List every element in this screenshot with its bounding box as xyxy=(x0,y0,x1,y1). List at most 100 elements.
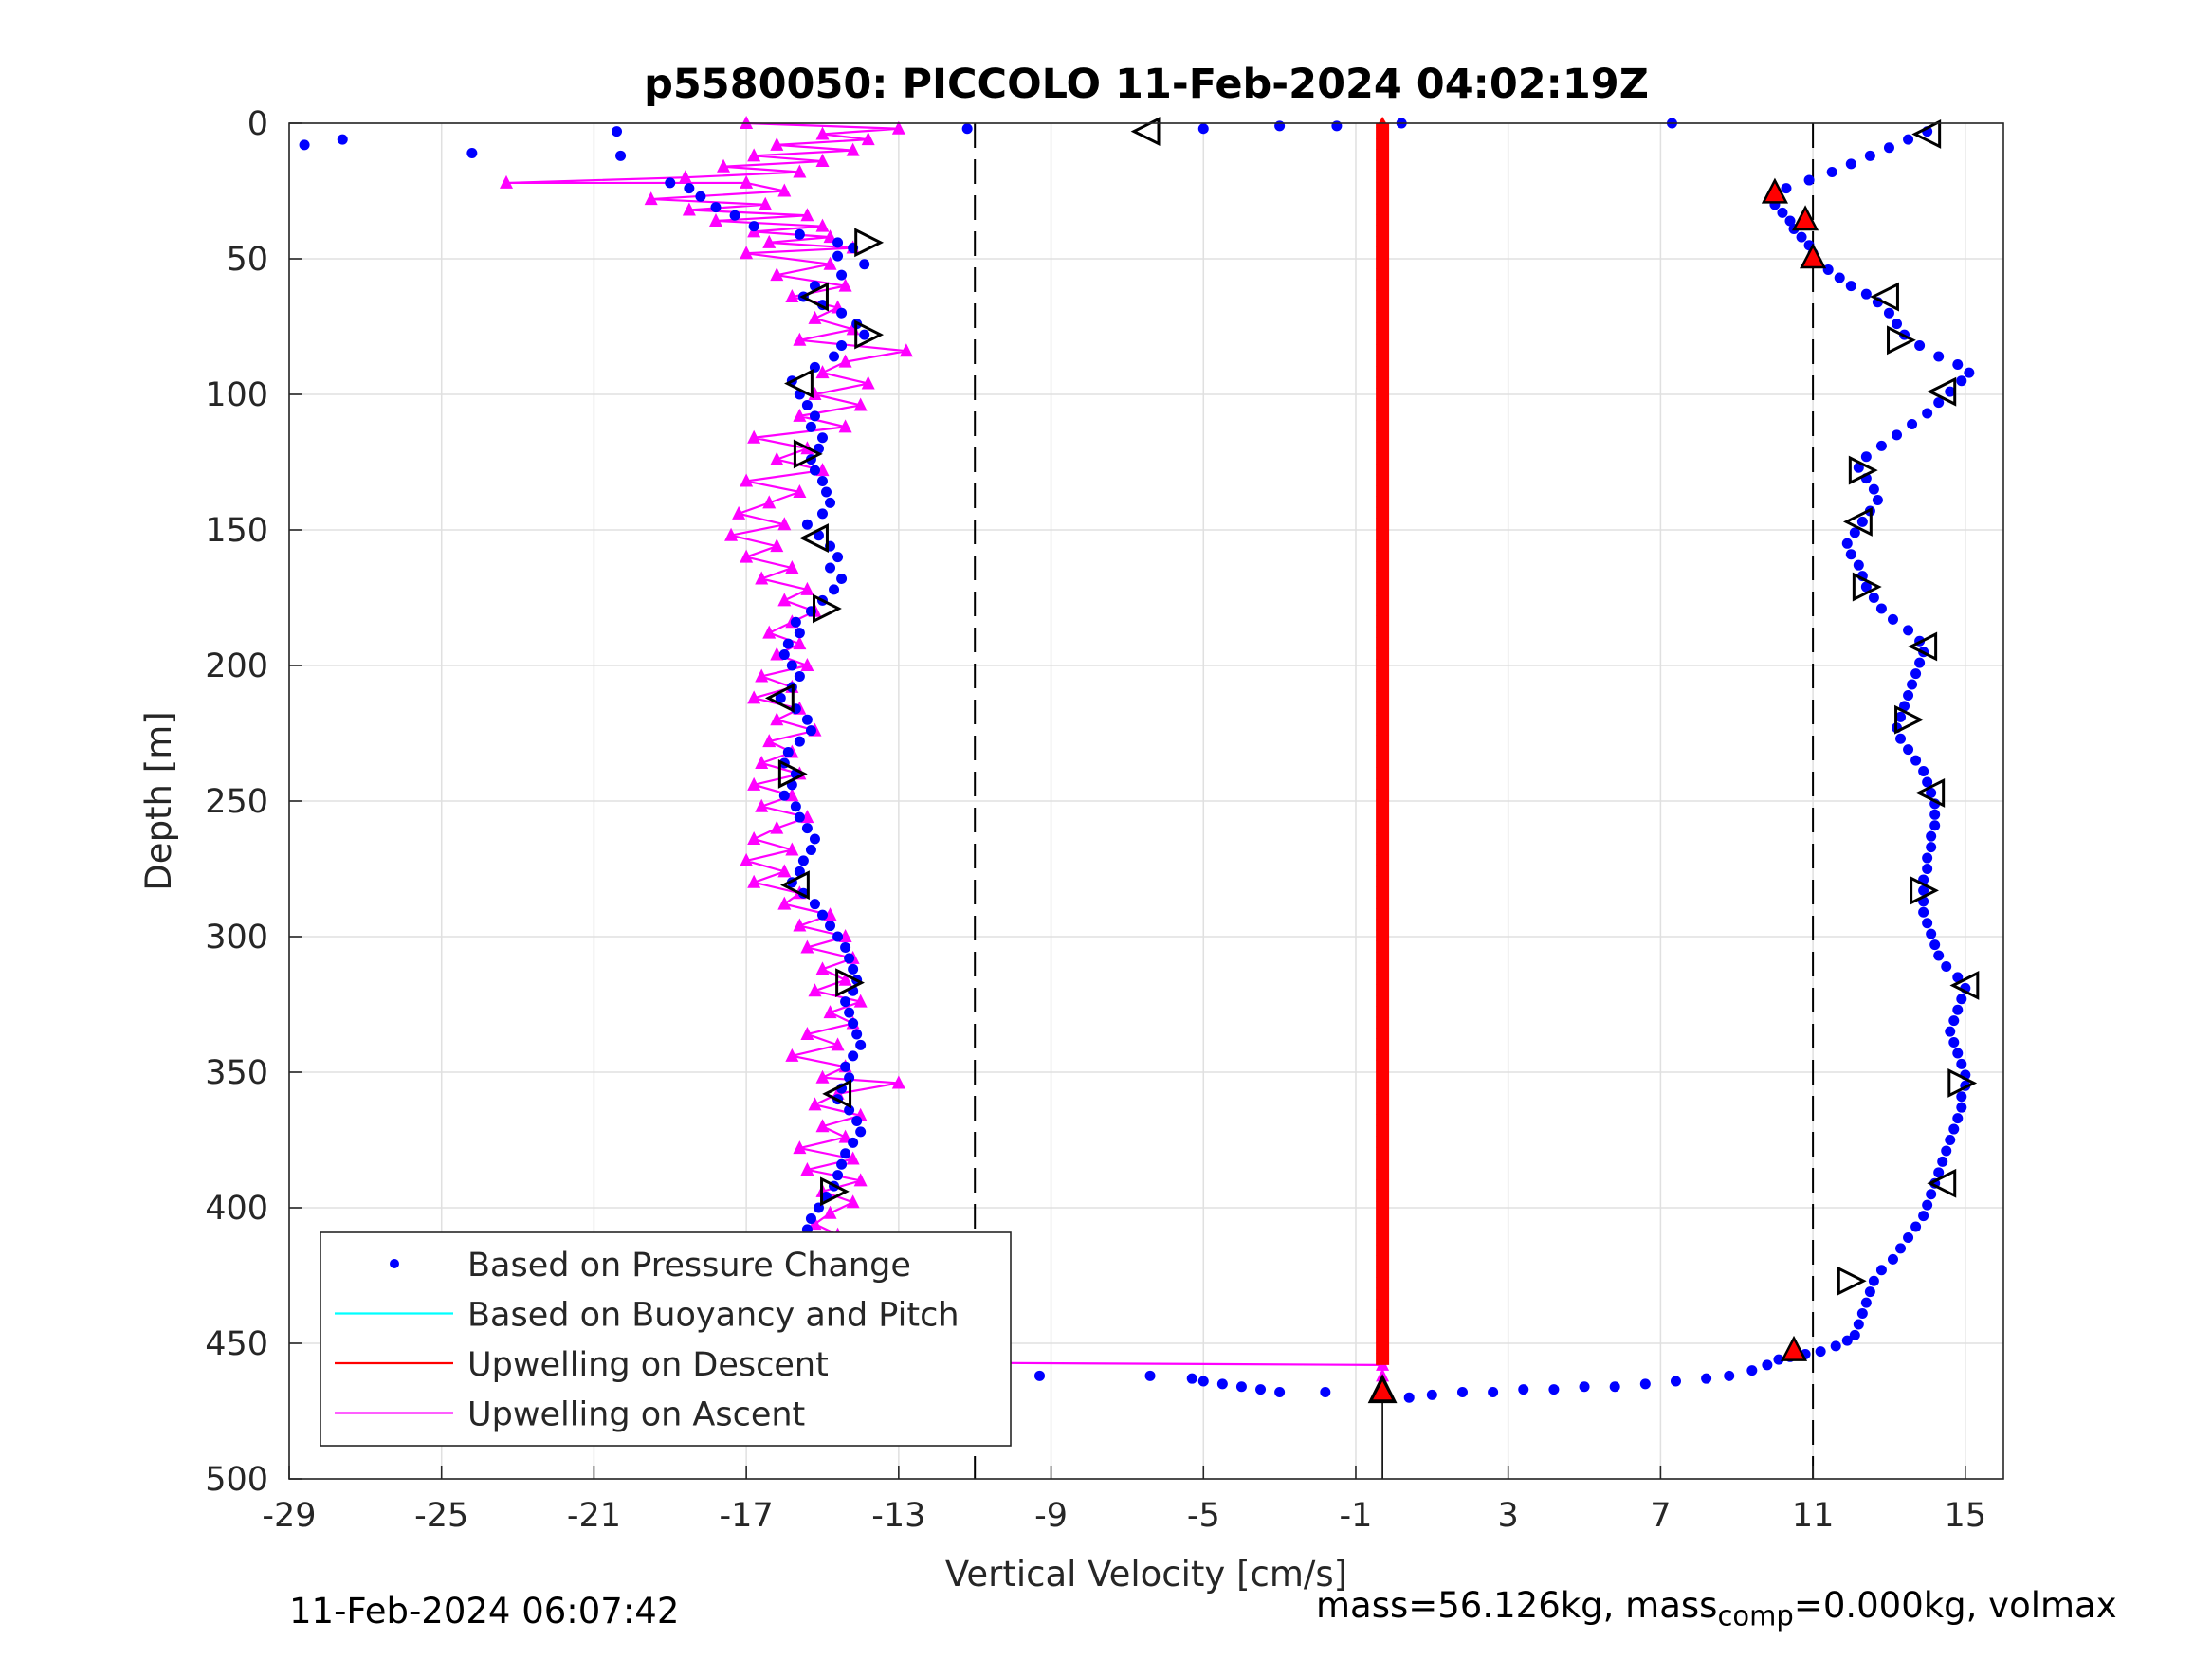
pressure-change-point xyxy=(1918,884,1929,896)
direction-marker xyxy=(793,439,823,469)
pressure-change-point xyxy=(1948,1123,1960,1135)
chart-title: p5580050: PICCOLO 11-Feb-2024 04:02:19Z xyxy=(644,61,1649,108)
pressure-change-point xyxy=(844,1104,855,1116)
pressure-change-point xyxy=(1773,1354,1784,1365)
pressure-change-point xyxy=(1796,231,1807,243)
pressure-change-point xyxy=(1952,1004,1964,1015)
ascent-upwelling-point xyxy=(770,712,784,726)
direction-marker xyxy=(1927,1168,1957,1198)
ascent-upwelling-point xyxy=(838,972,852,986)
ascent-upwelling-point xyxy=(762,625,777,639)
ascent-upwelling-point xyxy=(793,918,807,932)
direction-marker xyxy=(854,228,885,258)
pressure-change-point xyxy=(1933,1167,1945,1178)
descent-upwelling-point xyxy=(1376,301,1390,313)
descent-upwelling-point xyxy=(1376,973,1390,985)
descent-upwelling-point xyxy=(1376,366,1390,378)
ascent-upwelling-point xyxy=(777,517,792,531)
pressure-change-point xyxy=(816,432,828,444)
pressure-change-point xyxy=(782,638,794,649)
ascent-upwelling-point xyxy=(823,1205,837,1219)
pressure-change-point xyxy=(1875,1265,1887,1276)
descent-upwelling-point xyxy=(1376,1233,1390,1246)
descent-upwelling-point xyxy=(1376,213,1390,226)
pressure-change-point xyxy=(825,497,836,508)
descent-upwelling-point xyxy=(1376,647,1390,660)
pressure-change-point xyxy=(1926,842,1937,853)
pressure-change-point xyxy=(299,139,310,151)
pressure-change-point xyxy=(1724,1370,1735,1381)
pressure-change-point xyxy=(1926,1189,1937,1200)
pressure-change-point xyxy=(1875,603,1887,614)
descent-upwelling-point xyxy=(1376,604,1390,616)
pressure-change-point xyxy=(809,833,820,845)
direction-marker xyxy=(1947,1068,1978,1098)
pressure-change-point xyxy=(805,421,816,432)
descent-upwelling-point xyxy=(1376,127,1390,139)
descent-upwelling-point xyxy=(1376,735,1390,747)
pressure-change-point xyxy=(836,573,848,584)
descent-upwelling-point xyxy=(1376,1006,1390,1018)
y-tick-label: 400 xyxy=(205,1190,268,1228)
descent-upwelling-point xyxy=(1376,268,1390,281)
pressure-change-point xyxy=(1892,429,1903,441)
red-triangle-marker xyxy=(1780,1335,1808,1361)
ascent-upwelling-point xyxy=(762,234,777,248)
descent-upwelling-point xyxy=(1376,615,1390,628)
ascent-upwelling-point xyxy=(777,864,792,878)
pressure-change-point xyxy=(840,941,851,953)
pressure-change-point xyxy=(1956,994,1967,1005)
ascent-upwelling-point xyxy=(762,734,777,748)
pressure-change-point xyxy=(1922,1199,1933,1211)
descent-upwelling-point xyxy=(1376,821,1390,833)
descent-upwelling-point xyxy=(1376,626,1390,638)
x-tick-label: 15 xyxy=(1945,1497,1987,1535)
pressure-change-point xyxy=(840,996,851,1008)
ascent-upwelling-point xyxy=(770,820,784,834)
pressure-change-point xyxy=(1964,367,1975,378)
x-tick-label: -21 xyxy=(567,1497,621,1535)
ascent-upwelling-point xyxy=(815,1069,830,1084)
pressure-change-point xyxy=(1941,1145,1952,1157)
descent-upwelling-point xyxy=(1376,235,1390,247)
descent-upwelling-point xyxy=(1376,225,1390,237)
descent-upwelling-point xyxy=(1376,1331,1390,1343)
direction-marker xyxy=(799,282,829,312)
ascent-upwelling-point xyxy=(800,658,814,671)
pressure-change-point xyxy=(855,1039,867,1050)
ascent-upwelling-point xyxy=(800,581,814,595)
pressure-change-point xyxy=(961,123,973,135)
y-tick-label: 500 xyxy=(205,1461,268,1499)
pressure-change-point xyxy=(775,692,786,703)
direction-marker xyxy=(835,968,865,998)
pressure-change-point xyxy=(1956,1091,1967,1103)
ascent-upwelling-point xyxy=(770,267,784,282)
descent-upwelling-point xyxy=(1376,137,1390,150)
pressure-change-point xyxy=(1929,939,1941,951)
pressure-change-point xyxy=(1903,134,1914,145)
pressure-change-point xyxy=(1903,744,1914,756)
descent-upwelling-point xyxy=(1376,159,1390,172)
pressure-change-point xyxy=(1609,1381,1620,1393)
pressure-change-point xyxy=(801,823,813,834)
descent-upwelling-point xyxy=(1376,789,1390,801)
mass-prefix: mass=56.126kg, mass xyxy=(1316,1585,1718,1626)
ascent-upwelling-point xyxy=(770,451,784,465)
pressure-change-point xyxy=(794,736,805,747)
ascent-upwelling-point xyxy=(861,132,875,146)
descent-upwelling-point xyxy=(1376,767,1390,779)
ascent-upwelling-point xyxy=(808,1216,822,1231)
pressure-change-point xyxy=(1903,625,1914,636)
ascent-upwelling-point xyxy=(815,126,830,140)
descent-upwelling-point xyxy=(1376,1103,1390,1116)
pressure-change-point xyxy=(859,329,870,340)
ascent-upwelling-point xyxy=(823,256,837,270)
pressure-change-point xyxy=(1945,1135,1956,1145)
ascent-upwelling-point xyxy=(747,776,761,791)
pressure-change-point xyxy=(1488,1386,1499,1397)
descent-upwelling-point xyxy=(1376,420,1390,432)
pressure-change-point xyxy=(1815,1346,1826,1358)
ascent-upwelling-point xyxy=(891,120,905,135)
direction-marker xyxy=(1887,325,1916,356)
descent-upwelling-point xyxy=(1376,355,1390,367)
